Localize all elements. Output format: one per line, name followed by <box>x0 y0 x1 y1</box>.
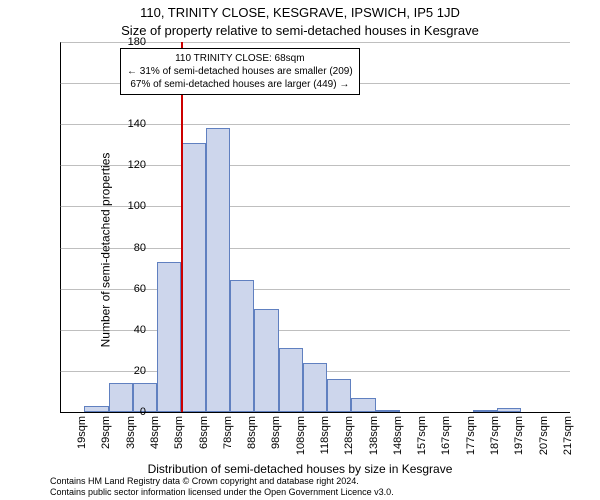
annotation-line: 110 TRINITY CLOSE: 68sqm <box>127 52 353 65</box>
grid-line <box>60 412 570 413</box>
y-tick-label: 180 <box>128 36 146 48</box>
x-tick-label: 19sqm <box>76 416 88 449</box>
histogram-bar <box>206 128 230 412</box>
x-tick-label: 98sqm <box>270 416 282 449</box>
y-tick-label: 140 <box>128 118 146 130</box>
chart-title-sub: Size of property relative to semi-detach… <box>0 23 600 38</box>
x-tick-label: 167sqm <box>440 416 452 455</box>
x-tick-label: 88sqm <box>246 416 258 449</box>
chart-title-main: 110, TRINITY CLOSE, KESGRAVE, IPSWICH, I… <box>0 5 600 20</box>
x-tick-label: 29sqm <box>100 416 112 449</box>
histogram-bar <box>497 408 521 412</box>
y-tick-label: 120 <box>128 159 146 171</box>
footer-line-2: Contains public sector information licen… <box>50 487 394 498</box>
x-tick-label: 138sqm <box>368 416 380 455</box>
histogram-bar <box>303 363 327 412</box>
x-axis-label: Distribution of semi-detached houses by … <box>0 462 600 476</box>
histogram-bar <box>376 410 400 412</box>
x-tick-label: 177sqm <box>465 416 477 455</box>
y-tick-label: 40 <box>134 324 146 336</box>
y-tick-label: 20 <box>134 365 146 377</box>
histogram-bar <box>181 143 205 412</box>
y-tick-label: 60 <box>134 283 146 295</box>
x-tick-label: 58sqm <box>173 416 185 449</box>
histogram-bar <box>109 383 133 412</box>
plot-area <box>60 42 570 412</box>
histogram-bar <box>327 379 351 412</box>
x-tick-label: 197sqm <box>513 416 525 455</box>
y-tick-label: 80 <box>134 242 146 254</box>
annotation-box: 110 TRINITY CLOSE: 68sqm← 31% of semi-de… <box>120 48 360 95</box>
x-tick-label: 48sqm <box>149 416 161 449</box>
x-tick-label: 207sqm <box>538 416 550 455</box>
y-tick-label: 100 <box>128 200 146 212</box>
annotation-line: 67% of semi-detached houses are larger (… <box>127 78 353 91</box>
annotation-line: ← 31% of semi-detached houses are smalle… <box>127 65 353 78</box>
histogram-bar <box>157 262 181 412</box>
y-tick-label: 0 <box>140 406 146 418</box>
histogram-bar <box>84 406 108 412</box>
y-axis-line <box>60 42 61 412</box>
chart-footer: Contains HM Land Registry data © Crown c… <box>50 476 394 498</box>
x-tick-label: 217sqm <box>562 416 574 455</box>
x-tick-label: 148sqm <box>392 416 404 455</box>
x-tick-label: 128sqm <box>343 416 355 455</box>
reference-line <box>181 42 183 412</box>
histogram-bar <box>473 410 497 412</box>
histogram-bar <box>230 280 254 412</box>
histogram-chart: 110, TRINITY CLOSE, KESGRAVE, IPSWICH, I… <box>0 0 600 500</box>
footer-line-1: Contains HM Land Registry data © Crown c… <box>50 476 394 487</box>
x-tick-label: 157sqm <box>416 416 428 455</box>
histogram-bar <box>279 348 303 412</box>
x-tick-label: 78sqm <box>222 416 234 449</box>
x-tick-label: 118sqm <box>319 416 331 454</box>
x-tick-label: 68sqm <box>198 416 210 449</box>
x-tick-label: 38sqm <box>125 416 137 449</box>
histogram-bar <box>351 398 375 412</box>
histogram-bar <box>254 309 278 412</box>
x-tick-label: 108sqm <box>295 416 307 455</box>
x-tick-label: 187sqm <box>489 416 501 455</box>
